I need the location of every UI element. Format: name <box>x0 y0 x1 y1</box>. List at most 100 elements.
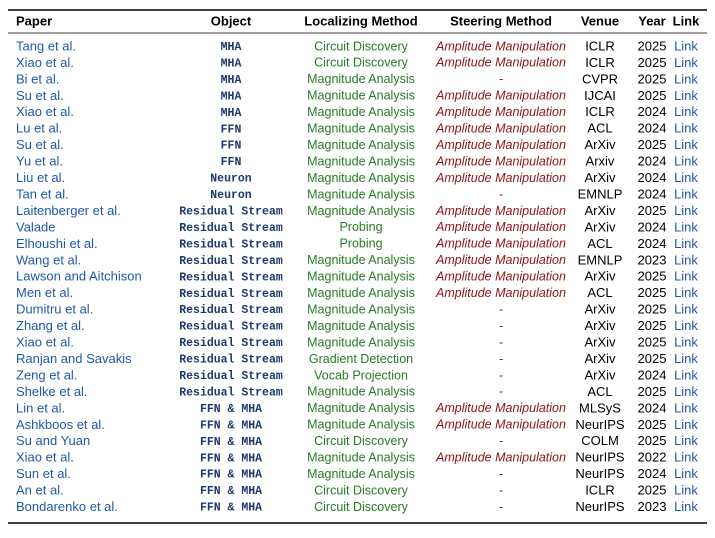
paper: Bondarenko et al. <box>16 499 118 514</box>
venue: ArXiv <box>584 318 616 333</box>
localizing-method: Probing <box>339 237 382 251</box>
steering-method: - <box>499 500 503 514</box>
venue: EMNLP <box>578 252 623 267</box>
venue: ArXiv <box>584 302 616 317</box>
paper: Valade <box>16 219 56 234</box>
paper: Shelke et al. <box>16 384 88 399</box>
year: 2025 <box>638 203 667 218</box>
venue: ICLR <box>585 55 615 70</box>
link[interactable]: Link <box>674 219 698 234</box>
year: 2024 <box>638 236 667 251</box>
paper: Yu et al. <box>16 154 63 169</box>
object: Residual Stream <box>179 386 283 399</box>
paper: Lin et al. <box>16 400 65 415</box>
link[interactable]: Link <box>674 367 698 382</box>
localizing-method: Magnitude Analysis <box>307 253 415 267</box>
venue: ArXiv <box>584 137 616 152</box>
localizing-method: Circuit Discovery <box>314 39 409 53</box>
link[interactable]: Link <box>674 302 698 317</box>
header-cell: Venue <box>581 13 619 28</box>
paper: Lu et al. <box>16 121 62 136</box>
year: 2025 <box>638 88 667 103</box>
localizing-method: Circuit Discovery <box>314 500 409 514</box>
localizing-method: Vocab Projection <box>314 368 408 382</box>
link[interactable]: Link <box>674 38 698 53</box>
localizing-method: Magnitude Analysis <box>307 302 415 316</box>
steering-method: - <box>499 385 503 399</box>
year: 2025 <box>638 302 667 317</box>
link[interactable]: Link <box>674 384 698 399</box>
steering-method: Amplitude Manipulation <box>435 105 566 119</box>
steering-method: Amplitude Manipulation <box>435 401 566 415</box>
link[interactable]: Link <box>674 236 698 251</box>
link[interactable]: Link <box>674 400 698 415</box>
object: Residual Stream <box>179 238 283 251</box>
paper: Sun et al. <box>16 466 71 481</box>
link[interactable]: Link <box>674 137 698 152</box>
year: 2025 <box>638 318 667 333</box>
link[interactable]: Link <box>674 417 698 432</box>
year: 2024 <box>638 466 667 481</box>
steering-method: Amplitude Manipulation <box>435 171 566 185</box>
paper: Xiao et al. <box>16 335 74 350</box>
venue: ArXiv <box>584 203 616 218</box>
year: 2024 <box>638 121 667 136</box>
year: 2024 <box>638 186 667 201</box>
year: 2024 <box>638 219 667 234</box>
object: MHA <box>221 74 242 87</box>
steering-method: Amplitude Manipulation <box>435 138 566 152</box>
steering-method: Amplitude Manipulation <box>435 39 566 53</box>
venue: ICLR <box>585 483 615 498</box>
link[interactable]: Link <box>674 433 698 448</box>
object: MHA <box>221 107 242 120</box>
localizing-method: Magnitude Analysis <box>307 154 415 168</box>
localizing-method: Probing <box>339 220 382 234</box>
year: 2025 <box>638 384 667 399</box>
year: 2025 <box>638 351 667 366</box>
localizing-method: Magnitude Analysis <box>307 89 415 103</box>
link[interactable]: Link <box>674 335 698 350</box>
object: MHA <box>221 57 242 70</box>
link[interactable]: Link <box>674 450 698 465</box>
paper: Elhoushi et al. <box>16 236 98 251</box>
link[interactable]: Link <box>674 318 698 333</box>
header-cell: Paper <box>16 13 52 28</box>
venue: ICLR <box>585 38 615 53</box>
link[interactable]: Link <box>674 499 698 514</box>
link[interactable]: Link <box>674 483 698 498</box>
object: Residual Stream <box>179 271 283 284</box>
link[interactable]: Link <box>674 154 698 169</box>
link[interactable]: Link <box>674 55 698 70</box>
year: 2025 <box>638 433 667 448</box>
link[interactable]: Link <box>674 186 698 201</box>
object: FFN & MHA <box>200 403 262 416</box>
year: 2025 <box>638 269 667 284</box>
object: Residual Stream <box>179 321 283 334</box>
year: 2025 <box>638 71 667 86</box>
venue: ArXiv <box>584 335 616 350</box>
header-cell: Localizing Method <box>304 13 417 28</box>
object: FFN <box>221 123 242 136</box>
link[interactable]: Link <box>674 351 698 366</box>
link[interactable]: Link <box>674 285 698 300</box>
link[interactable]: Link <box>674 121 698 136</box>
object: FFN & MHA <box>200 419 262 432</box>
link[interactable]: Link <box>674 466 698 481</box>
link[interactable]: Link <box>674 88 698 103</box>
link[interactable]: Link <box>674 104 698 119</box>
link[interactable]: Link <box>674 71 698 86</box>
steering-method: - <box>499 352 503 366</box>
link[interactable]: Link <box>674 203 698 218</box>
object: Residual Stream <box>179 304 283 317</box>
link[interactable]: Link <box>674 170 698 185</box>
link[interactable]: Link <box>674 269 698 284</box>
steering-method: - <box>499 319 503 333</box>
link[interactable]: Link <box>674 252 698 267</box>
steering-method: - <box>499 368 503 382</box>
localizing-method: Circuit Discovery <box>314 56 409 70</box>
localizing-method: Magnitude Analysis <box>307 418 415 432</box>
object: Residual Stream <box>179 288 283 301</box>
venue: NeurIPS <box>575 450 624 465</box>
paper: Men et al. <box>16 285 73 300</box>
object: Residual Stream <box>179 370 283 383</box>
